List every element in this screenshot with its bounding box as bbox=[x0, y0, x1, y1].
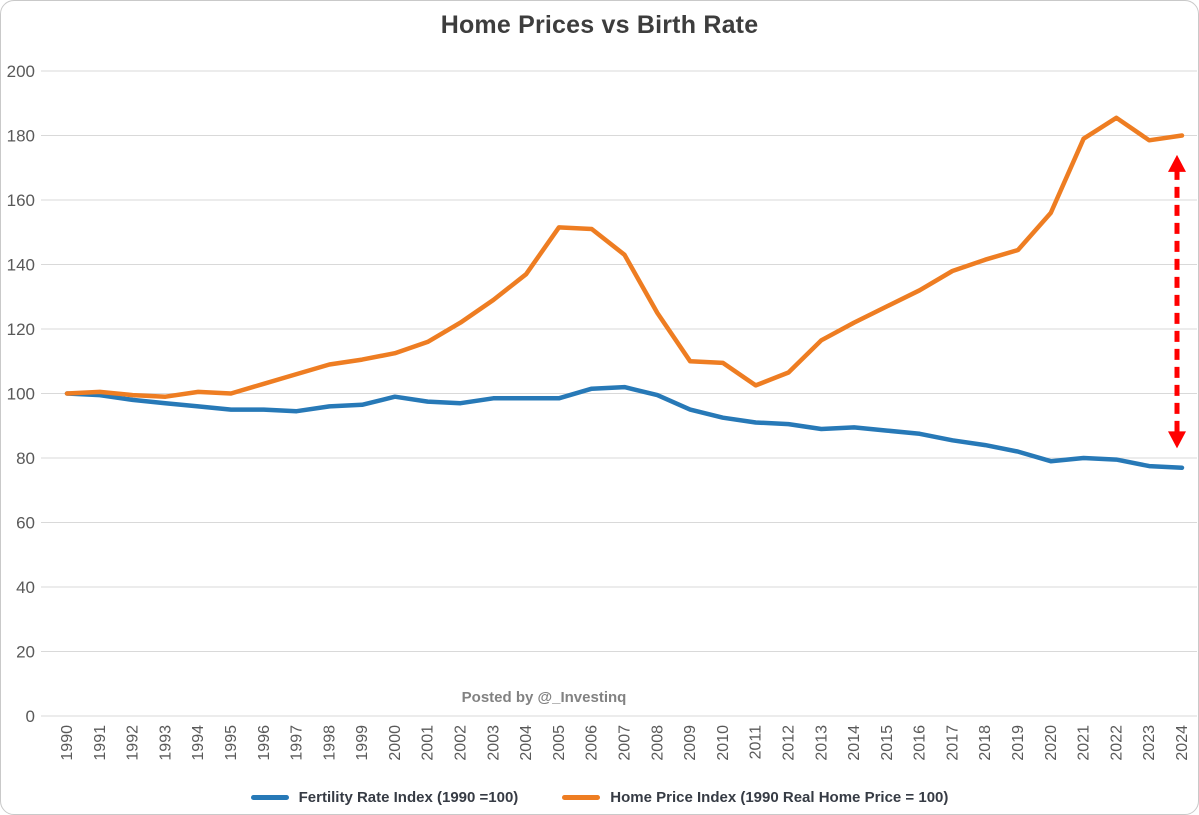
x-axis-label: 2009 bbox=[682, 725, 699, 761]
y-axis-label: 60 bbox=[16, 514, 35, 533]
x-axis-label: 2015 bbox=[879, 725, 896, 761]
y-axis-label: 200 bbox=[7, 62, 35, 81]
y-axis-label: 120 bbox=[7, 320, 35, 339]
x-axis-label: 2021 bbox=[1076, 725, 1093, 761]
y-axis-label: 140 bbox=[7, 256, 35, 275]
y-axis-label: 0 bbox=[26, 707, 35, 726]
chart-title: Home Prices vs Birth Rate bbox=[440, 11, 759, 39]
x-axis-label: 2010 bbox=[715, 725, 732, 761]
x-axis-label: 1995 bbox=[223, 725, 240, 761]
x-axis-label: 1996 bbox=[256, 725, 273, 761]
series-line-home-price bbox=[64, 115, 1185, 399]
x-axis-label: 1994 bbox=[190, 725, 207, 761]
x-axis-label: 2008 bbox=[649, 725, 666, 761]
series-line-fertility-rate bbox=[64, 384, 1185, 470]
x-axis-label: 1993 bbox=[157, 725, 174, 761]
legend-label-home-price: Home Price Index (1990 Real Home Price =… bbox=[610, 789, 949, 806]
y-axis-label: 20 bbox=[16, 643, 35, 662]
x-axis-label: 2003 bbox=[485, 725, 502, 761]
x-axis-label: 2001 bbox=[420, 725, 437, 761]
x-axis-label: 2019 bbox=[1010, 725, 1027, 761]
x-axis-label: 2004 bbox=[518, 725, 535, 761]
y-axis-label: 160 bbox=[7, 191, 35, 210]
x-axis-label: 1990 bbox=[59, 725, 76, 761]
legend-item-fertility-rate: Fertility Rate Index (1990 =100) bbox=[250, 789, 519, 806]
x-axis-label: 2013 bbox=[813, 725, 830, 761]
legend-swatch-home-price bbox=[562, 795, 601, 800]
x-axis-label: 2024 bbox=[1174, 725, 1191, 761]
watermark-credit: Posted by @_Investinq bbox=[461, 689, 627, 706]
x-axis-label: 1999 bbox=[354, 725, 371, 761]
x-axis-label: 1991 bbox=[92, 725, 109, 761]
gap-arrow-head-up bbox=[1168, 154, 1186, 172]
x-axis-label: 2014 bbox=[846, 725, 863, 761]
x-axis-label: 2016 bbox=[912, 725, 929, 761]
x-axis-label: 2020 bbox=[1043, 725, 1060, 761]
x-axis-label: 2007 bbox=[617, 725, 634, 761]
x-axis-label: 1992 bbox=[125, 725, 142, 761]
y-axis-label: 180 bbox=[7, 127, 35, 146]
x-axis-label: 2022 bbox=[1108, 725, 1125, 761]
x-axis-label: 2012 bbox=[780, 725, 797, 761]
y-axis-label: 80 bbox=[16, 449, 35, 468]
x-axis-label: 1997 bbox=[289, 725, 306, 761]
y-axis-label: 100 bbox=[7, 385, 35, 404]
x-axis-label: 2002 bbox=[453, 725, 470, 761]
y-axis-label: 40 bbox=[16, 578, 35, 597]
chart-legend: Fertility Rate Index (1990 =100) Home Pr… bbox=[1, 789, 1198, 806]
x-axis-label: 2005 bbox=[551, 725, 568, 761]
gap-arrow-head-down bbox=[1168, 431, 1186, 449]
legend-label-fertility-rate: Fertility Rate Index (1990 =100) bbox=[298, 789, 519, 806]
legend-swatch-fertility-rate bbox=[250, 795, 289, 800]
x-axis-label: 2023 bbox=[1141, 725, 1158, 761]
x-axis-label: 2017 bbox=[944, 725, 961, 761]
x-axis-label: 2000 bbox=[387, 725, 404, 761]
x-axis-label: 2011 bbox=[748, 725, 765, 760]
x-axis-label: 2018 bbox=[977, 725, 994, 761]
x-axis-label: 2006 bbox=[584, 725, 601, 761]
legend-item-home-price: Home Price Index (1990 Real Home Price =… bbox=[562, 789, 948, 806]
x-axis-label: 1998 bbox=[321, 725, 338, 761]
